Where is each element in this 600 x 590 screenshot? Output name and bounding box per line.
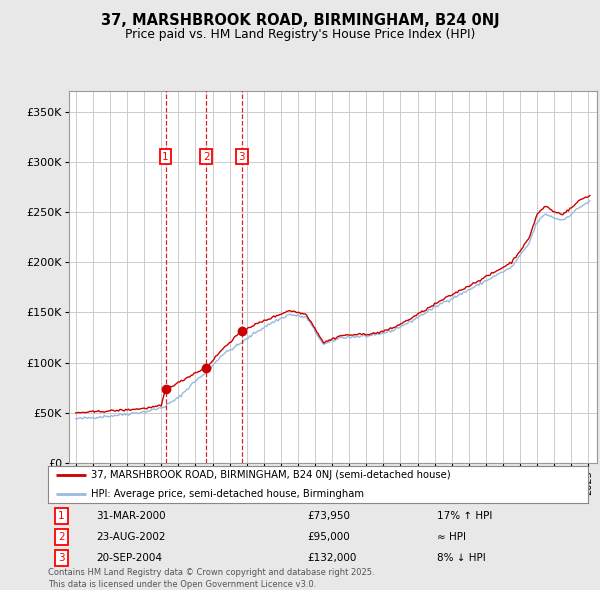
- Text: ≈ HPI: ≈ HPI: [437, 532, 466, 542]
- Text: 20-SEP-2004: 20-SEP-2004: [97, 553, 163, 563]
- Text: 31-MAR-2000: 31-MAR-2000: [97, 510, 166, 520]
- Text: 37, MARSHBROOK ROAD, BIRMINGHAM, B24 0NJ (semi-detached house): 37, MARSHBROOK ROAD, BIRMINGHAM, B24 0NJ…: [91, 470, 451, 480]
- Text: 1: 1: [162, 152, 169, 162]
- Text: 23-AUG-2002: 23-AUG-2002: [97, 532, 166, 542]
- Text: HPI: Average price, semi-detached house, Birmingham: HPI: Average price, semi-detached house,…: [91, 489, 364, 499]
- Text: £95,000: £95,000: [307, 532, 350, 542]
- Text: Contains HM Land Registry data © Crown copyright and database right 2025.
This d: Contains HM Land Registry data © Crown c…: [48, 568, 374, 589]
- Text: 37, MARSHBROOK ROAD, BIRMINGHAM, B24 0NJ: 37, MARSHBROOK ROAD, BIRMINGHAM, B24 0NJ: [101, 13, 499, 28]
- Text: 2: 2: [58, 532, 65, 542]
- Text: 3: 3: [239, 152, 245, 162]
- Text: £132,000: £132,000: [307, 553, 356, 563]
- Text: 2: 2: [203, 152, 209, 162]
- Text: Price paid vs. HM Land Registry's House Price Index (HPI): Price paid vs. HM Land Registry's House …: [125, 28, 475, 41]
- Text: 1: 1: [58, 510, 65, 520]
- Text: 8% ↓ HPI: 8% ↓ HPI: [437, 553, 485, 563]
- Text: 17% ↑ HPI: 17% ↑ HPI: [437, 510, 492, 520]
- Text: £73,950: £73,950: [307, 510, 350, 520]
- Text: 3: 3: [58, 553, 65, 563]
